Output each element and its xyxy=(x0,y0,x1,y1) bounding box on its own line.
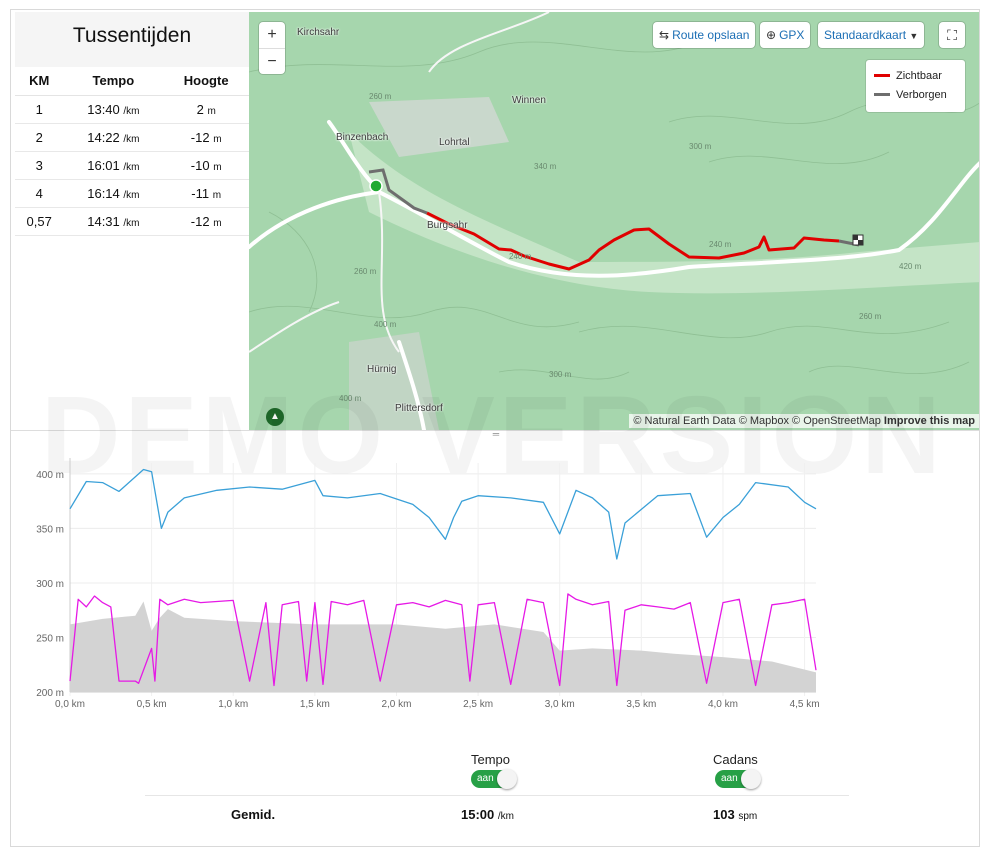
contour-label: 260 m xyxy=(354,267,377,276)
x-tick-label: 3,0 km xyxy=(545,699,575,710)
map-style-dropdown[interactable]: Standaardkaart ▼ xyxy=(818,22,925,48)
table-row: 1 13:40 /km 2 m xyxy=(15,95,249,124)
fullscreen-icon[interactable]: ⛶ xyxy=(939,22,965,48)
contour-label: 240 m xyxy=(509,252,532,261)
y-tick-label: 300 m xyxy=(36,579,64,590)
contour-label: 400 m xyxy=(339,394,362,403)
cadans-toggle[interactable]: aan xyxy=(715,769,761,789)
place-label: Lohrtal xyxy=(439,137,470,148)
split-hoogte: -11 m xyxy=(163,179,249,208)
resize-handle[interactable]: ═ xyxy=(11,430,979,439)
series-line-0 xyxy=(69,468,817,560)
split-tempo: 14:22 /km xyxy=(63,123,164,152)
average-tempo: 15:00 /km xyxy=(461,807,514,822)
toggle-knob xyxy=(741,769,761,789)
series-area-elevation xyxy=(70,601,816,692)
mapbox-logo-icon[interactable]: ▲ xyxy=(266,408,284,426)
split-km: 2 xyxy=(15,123,64,152)
legend-item-hidden[interactable]: Verborgen xyxy=(874,85,957,104)
contour-label: 300 m xyxy=(549,370,572,379)
place-label: Binzenbach xyxy=(336,132,389,143)
cadans-label: Cadans xyxy=(713,752,758,767)
table-row: 4 16:14 /km -11 m xyxy=(15,179,249,208)
split-tempo: 13:40 /km xyxy=(63,95,164,124)
map-attribution: © Natural Earth Data © Mapbox © OpenStre… xyxy=(629,414,979,428)
x-tick-label: 4,5 km xyxy=(790,699,820,710)
splits-table: KM Tempo Hoogte 1 13:40 /km 2 m 2 14:22 … xyxy=(15,67,249,236)
chevron-down-icon: ▼ xyxy=(909,31,919,41)
contour-label: 340 m xyxy=(534,162,557,171)
elevation-chart[interactable]: 200 m 250 m 300 m 350 m 400 m 0,0 km 0,5 km 1,… xyxy=(11,446,831,716)
legend-swatch xyxy=(874,93,890,96)
table-row: 3 16:01 /km -10 m xyxy=(15,151,249,180)
col-header-tempo: Tempo xyxy=(63,67,164,96)
contour-label: 300 m xyxy=(689,142,712,151)
zoom-out-button[interactable]: − xyxy=(259,48,285,74)
place-label: Burgsahr xyxy=(427,220,468,231)
contour-label: 240 m xyxy=(709,240,732,249)
place-label: Kirchsahr xyxy=(297,27,340,38)
toggle-knob xyxy=(497,769,517,789)
tempo-toggle[interactable]: aan xyxy=(471,769,517,789)
split-tempo: 16:01 /km xyxy=(63,151,164,180)
split-km: 3 xyxy=(15,151,64,180)
summary-divider xyxy=(145,795,849,796)
x-tick-label: 3,5 km xyxy=(626,699,656,710)
average-label: Gemid. xyxy=(231,807,276,822)
legend-swatch xyxy=(874,74,890,77)
place-label: Winnen xyxy=(512,95,546,106)
split-hoogte: -12 m xyxy=(163,207,249,236)
split-tempo: 16:14 /km xyxy=(63,179,164,208)
route-icon: ⇆ xyxy=(659,28,670,42)
x-tick-label: 2,5 km xyxy=(463,699,493,710)
split-km: 4 xyxy=(15,179,64,208)
y-tick-label: 200 m xyxy=(36,688,64,699)
split-hoogte: -10 m xyxy=(163,151,249,180)
improve-map-link[interactable]: Improve this map xyxy=(883,415,975,427)
download-icon: ⊕ xyxy=(766,28,777,42)
splits-panel: Tussentijden KM Tempo Hoogte 1 13:40 /km… xyxy=(15,12,249,432)
place-label: Plittersdorf xyxy=(395,403,443,414)
zoom-control: + − xyxy=(259,22,285,74)
x-tick-label: 2,0 km xyxy=(381,699,411,710)
split-km: 0,57 xyxy=(15,207,64,236)
route-legend: Zichtbaar Verborgen xyxy=(866,60,965,112)
col-header-km: KM xyxy=(15,67,64,96)
x-tick-label: 1,0 km xyxy=(218,699,248,710)
col-header-hoogte: Hoogte xyxy=(163,67,249,96)
split-hoogte: 2 m xyxy=(163,95,249,124)
y-tick-label: 250 m xyxy=(36,633,64,644)
contour-label: 260 m xyxy=(859,312,882,321)
legend-item-visible[interactable]: Zichtbaar xyxy=(874,66,957,85)
table-row: 0,57 14:31 /km -12 m xyxy=(15,207,249,236)
x-tick-label: 4,0 km xyxy=(708,699,738,710)
split-km: 1 xyxy=(15,95,64,124)
x-tick-label: 0,0 km xyxy=(55,699,85,710)
x-tick-label: 1,5 km xyxy=(300,699,330,710)
contour-label: 400 m xyxy=(374,320,397,329)
split-hoogte: -12 m xyxy=(163,123,249,152)
tempo-label: Tempo xyxy=(471,752,511,767)
contour-label: 420 m xyxy=(899,262,922,271)
table-row: 2 14:22 /km -12 m xyxy=(15,123,249,152)
save-route-button[interactable]: ⇆ Route opslaan xyxy=(653,22,756,48)
activity-panel: Tussentijden KM Tempo Hoogte 1 13:40 /km… xyxy=(10,9,980,847)
y-tick-label: 400 m xyxy=(36,470,64,481)
route-map[interactable]: Kirchsahr Winnen Binzenbach Lohrtal Burg… xyxy=(249,12,979,430)
map-terrain xyxy=(249,12,979,430)
series-line-1 xyxy=(69,593,817,687)
average-cadans: 103 spm xyxy=(713,807,758,822)
splits-title: Tussentijden xyxy=(15,12,249,67)
split-tempo: 14:31 /km xyxy=(63,207,164,236)
gpx-download-button[interactable]: ⊕ GPX xyxy=(760,22,811,48)
contour-label: 260 m xyxy=(369,92,392,101)
place-label: Hürnig xyxy=(367,364,397,375)
x-tick-label: 0,5 km xyxy=(137,699,167,710)
zoom-in-button[interactable]: + xyxy=(267,26,277,43)
y-tick-label: 350 m xyxy=(36,524,64,535)
